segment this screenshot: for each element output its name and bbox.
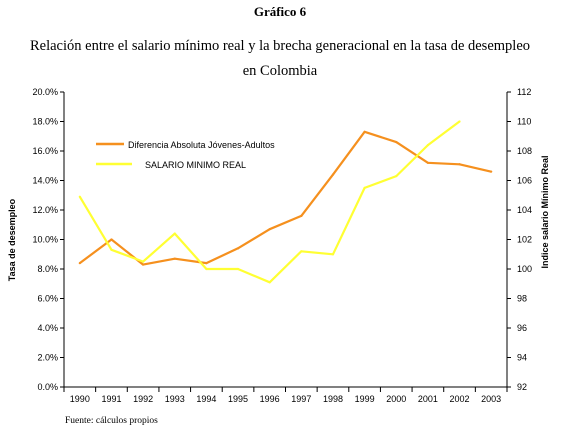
x-tick-label: 1999 [355, 394, 375, 404]
data-point [458, 120, 461, 123]
left-axis-label: Tasa de desempleo [7, 198, 17, 281]
left-tick-label: 8.0% [37, 264, 58, 274]
right-tick-label: 112 [517, 87, 531, 97]
right-tick-label: 98 [517, 294, 527, 304]
x-tick-label: 2001 [418, 394, 438, 404]
left-tick-label: 2.0% [37, 353, 58, 363]
left-tick-label: 10.0% [32, 235, 58, 245]
right-tick-label: 92 [517, 382, 527, 392]
data-point [300, 214, 303, 217]
right-tick-label: 96 [517, 323, 527, 333]
left-tick-label: 0.0% [37, 382, 58, 392]
x-tick-label: 1998 [323, 394, 343, 404]
left-tick-label: 16.0% [32, 146, 58, 156]
data-point [173, 232, 176, 235]
x-tick-label: 1992 [133, 394, 153, 404]
data-point [142, 263, 145, 266]
chart-title-line2: en Colombia [243, 63, 318, 79]
data-point [110, 238, 113, 241]
legend-label-2: SALARIO MINIMO REAL [145, 160, 246, 170]
data-point [268, 281, 271, 284]
x-tick-label: 2003 [481, 394, 501, 404]
data-point [78, 262, 81, 265]
right-tick-label: 106 [517, 176, 532, 186]
left-tick-label: 18.0% [32, 117, 58, 127]
data-point [458, 163, 461, 166]
x-tick-label: 1990 [70, 394, 90, 404]
left-tick-label: 14.0% [32, 176, 58, 186]
x-tick-label: 1991 [101, 394, 121, 404]
figure-label: Gráfico 6 [254, 4, 307, 19]
data-point [363, 130, 366, 133]
source-note: Fuente: cálculos propios [65, 416, 158, 426]
x-tick-label: 2000 [386, 394, 406, 404]
data-point [395, 174, 398, 178]
data-point [205, 267, 208, 271]
right-tick-label: 104 [517, 205, 532, 215]
data-point [331, 253, 335, 256]
chart-title-line1: Relación entre el salario mínimo real y … [30, 38, 530, 54]
right-tick-label: 102 [517, 235, 532, 245]
left-tick-label: 20.0% [32, 87, 58, 97]
series-line-1 [79, 130, 492, 266]
data-point [236, 267, 240, 271]
x-tick-label: 2002 [450, 394, 470, 404]
data-point [173, 257, 176, 260]
x-tick-label: 1996 [260, 394, 280, 404]
right-tick-label: 94 [517, 353, 527, 363]
data-point [78, 195, 81, 198]
x-tick-label: 1997 [291, 394, 311, 404]
plot-area: 0.0% 2.0% 4.0% 6.0% 8.0% 10.0% 12.0% 14.0% 16.0%… [32, 87, 532, 404]
left-tick-label: 6.0% [37, 294, 58, 304]
data-point [490, 170, 493, 173]
x-tick-label: 1993 [165, 394, 185, 404]
data-point [395, 141, 398, 144]
data-point [363, 186, 366, 189]
data-point [426, 161, 429, 164]
data-point [300, 250, 303, 253]
data-point [236, 247, 240, 250]
x-tick-label: 1995 [228, 394, 248, 404]
data-point [142, 260, 145, 263]
right-tick-label: 110 [517, 117, 531, 127]
right-tick-label: 108 [517, 146, 532, 156]
data-point [426, 144, 429, 147]
data-point [110, 248, 113, 251]
left-tick-label: 12.0% [32, 205, 58, 215]
legend-label-1: Diferencia Absoluta Jóvenes-Adultos [128, 140, 275, 150]
data-point [331, 173, 335, 176]
data-point [205, 262, 208, 265]
x-tick-label: 1994 [196, 394, 216, 404]
right-tick-label: 100 [517, 264, 532, 274]
right-axis-label: Indice salario Mínimo Real [540, 155, 550, 268]
data-point [268, 228, 271, 231]
left-tick-label: 4.0% [37, 323, 58, 333]
